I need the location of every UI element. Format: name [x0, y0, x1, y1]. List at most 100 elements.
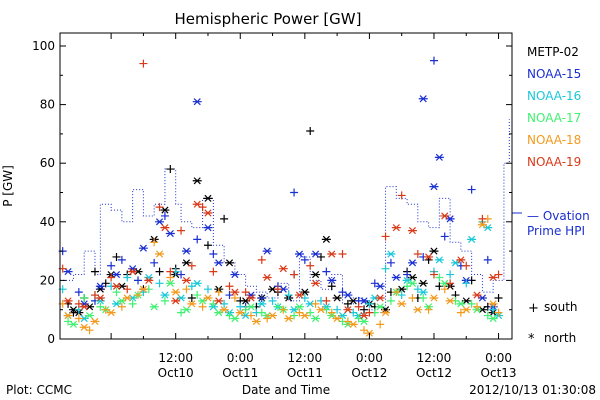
north-point	[467, 235, 477, 243]
plot-frame	[59, 32, 513, 340]
south-point	[220, 214, 229, 223]
north-point	[214, 259, 224, 267]
south-point	[440, 232, 449, 241]
south-point	[279, 305, 288, 314]
south-point	[386, 296, 395, 305]
south-point	[74, 314, 83, 323]
series-legend: METP-02 NOAA-15 NOAA-16 NOAA-17 NOAA-18 NOAA-…	[527, 45, 581, 169]
north-point	[343, 291, 353, 299]
south-point	[117, 302, 126, 311]
north-point	[138, 285, 148, 293]
x-tick-label-date: Oct12	[351, 366, 387, 380]
north-point	[472, 291, 482, 299]
north-point	[63, 297, 73, 305]
series-noaa-18	[58, 214, 503, 337]
series-noaa-19	[58, 59, 503, 320]
north-point	[359, 317, 369, 325]
north-point	[219, 306, 229, 314]
south-point	[268, 296, 277, 305]
south-point	[290, 270, 299, 279]
north-point	[294, 250, 304, 258]
north-point	[160, 291, 170, 299]
south-point	[273, 285, 282, 294]
south-point	[290, 188, 299, 197]
north-point	[106, 309, 116, 317]
y-tick-label: 0	[47, 332, 55, 346]
south-point	[128, 299, 137, 308]
north-point	[488, 314, 498, 323]
south-point	[160, 296, 169, 305]
south-point	[467, 299, 476, 308]
south-point	[462, 279, 471, 288]
north-point	[192, 279, 202, 287]
north-marker-label: north	[544, 331, 576, 345]
south-point	[494, 293, 503, 302]
north-point	[203, 224, 213, 232]
north-point	[332, 314, 342, 323]
x-tick-label-date: Oct11	[222, 366, 258, 380]
north-point	[230, 270, 240, 279]
north-point	[321, 235, 331, 243]
north-point	[348, 320, 358, 328]
ovation-hpi-line	[60, 119, 522, 314]
south-point	[182, 285, 191, 294]
x-tick-label-date: Oct12	[416, 366, 452, 380]
north-point	[327, 250, 337, 258]
south-point	[107, 261, 116, 270]
x-tick-label-date: Oct10	[158, 366, 194, 380]
south-point	[473, 302, 482, 311]
legend-entry-metp-02: METP-02	[527, 45, 579, 59]
y-axis: 0 20 40 60 80 100	[32, 39, 512, 346]
south-point	[419, 293, 428, 302]
north-point	[488, 300, 498, 308]
north-point	[397, 300, 407, 308]
south-point	[150, 238, 159, 247]
north-point	[171, 297, 181, 305]
series-noaa-15	[58, 56, 498, 311]
x-tick-label-time: 12:00	[288, 351, 323, 365]
south-point	[440, 285, 449, 294]
north-point	[407, 279, 417, 287]
north-point	[332, 294, 342, 302]
south-point	[489, 305, 498, 314]
north-point	[300, 311, 310, 320]
south-point	[112, 288, 121, 297]
data-points	[58, 56, 504, 337]
south-point	[155, 267, 164, 276]
south-point	[247, 311, 256, 320]
series-noaa-16	[58, 217, 504, 323]
north-point	[375, 294, 385, 302]
north-point	[192, 200, 202, 208]
south-point	[397, 191, 406, 200]
south-point	[467, 185, 476, 194]
south-point	[225, 282, 234, 291]
north-point	[235, 309, 245, 317]
south-point	[177, 270, 186, 279]
north-point	[155, 218, 165, 226]
north-point	[440, 212, 450, 220]
south-point	[123, 273, 132, 282]
north-point	[477, 221, 487, 229]
north-point	[375, 282, 385, 290]
north-point	[181, 259, 191, 267]
south-point	[306, 126, 315, 135]
north-point	[90, 317, 100, 325]
north-point	[456, 256, 466, 264]
north-point	[268, 311, 278, 320]
north-point	[294, 291, 304, 299]
south-point	[376, 320, 385, 329]
north-point	[434, 256, 444, 264]
south-point	[446, 270, 455, 279]
north-point	[203, 294, 213, 302]
south-point	[311, 299, 320, 308]
series-noaa-17	[64, 273, 498, 328]
south-point	[360, 305, 369, 314]
north-point	[434, 153, 444, 161]
y-axis-label: P [GW]	[1, 165, 15, 207]
x-tick-label-time: 12:00	[158, 351, 193, 365]
south-point	[327, 282, 336, 291]
north-point	[424, 253, 434, 261]
north-point	[413, 306, 423, 314]
north-point	[262, 247, 272, 255]
